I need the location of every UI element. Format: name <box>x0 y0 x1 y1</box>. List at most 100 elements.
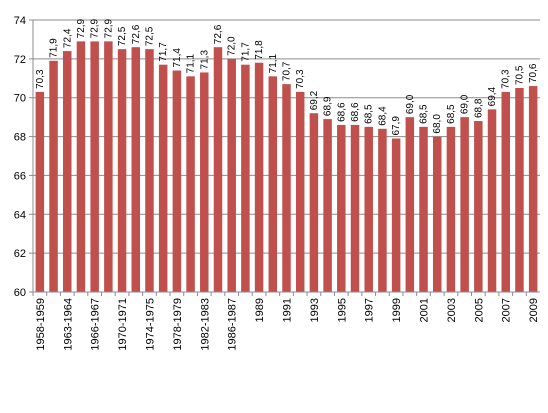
data-label: 68,5 <box>446 104 457 124</box>
x-tick-label: 1993 <box>309 298 321 322</box>
y-tick-label: 74 <box>14 15 26 27</box>
x-tick-label: 1982-1983 <box>199 298 211 351</box>
bar <box>528 86 538 292</box>
x-tick-label: 1970-1971 <box>117 298 129 351</box>
x-tick-label: 1991 <box>282 298 294 322</box>
data-label: 71,3 <box>199 50 210 70</box>
data-label: 68,0 <box>432 114 443 134</box>
y-tick-label: 70 <box>14 93 26 105</box>
bar <box>35 91 45 292</box>
x-tick-label: 1995 <box>336 298 348 322</box>
x-tick-label: 1989 <box>254 298 266 322</box>
x-tick-label: 1997 <box>364 298 376 322</box>
y-tick-label: 72 <box>14 54 26 66</box>
x-tick-label: 2007 <box>501 298 513 322</box>
data-label: 72,9 <box>90 18 101 38</box>
data-label: 69,2 <box>309 90 320 110</box>
x-tick-label: 2003 <box>446 298 458 322</box>
data-label: 69,0 <box>405 94 416 114</box>
x-tick-label: 1958-1959 <box>35 298 47 351</box>
bar <box>446 126 456 292</box>
bar <box>364 126 373 292</box>
bar <box>186 76 195 292</box>
data-label: 71,7 <box>240 42 251 62</box>
data-label: 72,5 <box>117 26 128 46</box>
bar <box>378 128 387 292</box>
data-label: 72,0 <box>227 36 238 56</box>
bar <box>487 109 497 292</box>
data-label: 70,7 <box>282 61 293 81</box>
x-tick-labels: 1958-1959 1963-1964 1966-1967 1970-1971 1974… <box>35 298 540 351</box>
bar <box>337 124 346 293</box>
y-tick-label: 64 <box>14 209 26 221</box>
data-label: 72,9 <box>103 18 114 38</box>
bar <box>227 58 236 292</box>
bar <box>117 49 127 293</box>
data-label: 71,9 <box>49 38 60 58</box>
bar <box>323 119 332 292</box>
bar <box>515 88 524 292</box>
bar <box>90 41 99 292</box>
data-label: 71,4 <box>172 48 183 68</box>
x-tick-label: 1986-1987 <box>227 298 239 351</box>
data-label: 70,3 <box>501 69 512 89</box>
bar <box>49 60 58 292</box>
bar <box>460 117 469 293</box>
data-label: 71,1 <box>268 53 279 73</box>
bar <box>432 136 442 292</box>
x-tick-label: 1978-1979 <box>172 298 184 351</box>
bar <box>309 113 319 292</box>
data-label: 72,6 <box>131 24 142 44</box>
data-label: 71,1 <box>186 53 197 73</box>
data-labels: 70,371,9 72,4 72,9 72,9 72,9 72,5 72,6 72,571,7… <box>35 18 539 135</box>
bar <box>158 64 168 292</box>
data-label: 68,6 <box>350 102 361 122</box>
bar <box>76 41 86 292</box>
bars <box>35 41 538 293</box>
data-label: 68,5 <box>419 104 430 124</box>
data-label: 72,5 <box>144 26 155 46</box>
bar <box>63 51 72 293</box>
bar <box>405 117 415 293</box>
data-label: 72,4 <box>62 28 73 48</box>
bar <box>282 84 291 292</box>
data-label: 68,8 <box>473 98 484 118</box>
x-tick-label: 1966-1967 <box>90 298 102 351</box>
bar <box>474 121 483 293</box>
data-label: 68,4 <box>377 106 388 126</box>
x-tick-label: 2001 <box>419 298 431 322</box>
data-label: 68,5 <box>364 104 375 124</box>
x-tick-label: 1999 <box>391 298 403 322</box>
bar <box>213 47 223 293</box>
bar <box>200 72 209 292</box>
bar <box>145 49 154 293</box>
x-tick-label: 1963-1964 <box>62 298 74 351</box>
bar <box>172 70 182 292</box>
bar <box>501 91 510 292</box>
y-tick-label: 66 <box>14 170 26 182</box>
data-label: 70,5 <box>514 65 525 85</box>
data-label: 72,6 <box>213 24 224 44</box>
bar <box>241 64 250 292</box>
data-label: 72,9 <box>76 18 87 38</box>
bar <box>391 138 401 292</box>
bar <box>131 47 141 293</box>
y-tick-label: 62 <box>14 248 26 260</box>
data-label: 68,6 <box>336 102 347 122</box>
bar <box>254 62 264 292</box>
data-label: 70,3 <box>35 69 46 89</box>
data-label: 71,8 <box>254 40 265 60</box>
bar <box>419 126 428 292</box>
data-label: 70,3 <box>295 69 306 89</box>
bar <box>350 124 360 293</box>
bar <box>295 91 305 292</box>
y-tick-label: 68 <box>14 132 26 144</box>
bar <box>104 41 113 292</box>
data-label: 68,9 <box>323 96 334 116</box>
data-label: 69,0 <box>460 94 471 114</box>
y-tick-label: 60 <box>14 287 26 299</box>
axes <box>29 19 540 296</box>
data-label: 69,4 <box>487 86 498 106</box>
